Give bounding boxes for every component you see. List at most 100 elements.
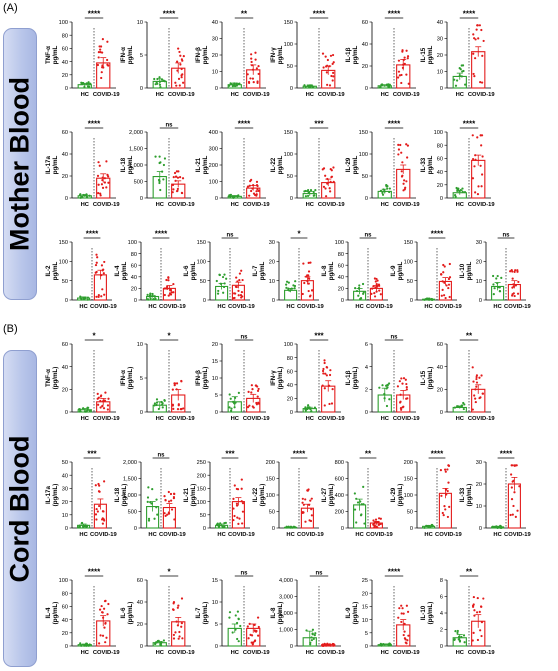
panel-cord-il9-point-covid [403,630,406,633]
panel-mother-il15-point-covid [482,39,485,43]
panel-mother-il2-tick-label: 150 [59,240,68,246]
panel-mother-il22-point-hc [309,189,313,192]
panel-cord-il18-point-covid [172,495,176,499]
panel-cord-ifn-point-hc [233,396,237,399]
panel-cord-tnf-point-hc [88,409,92,412]
panel-cord-il10-point-covid [472,595,475,599]
panel-mother-il17a-ylabel: IL-17a [45,156,52,174]
panel-mother-tnf-xlabel-covid: COVID-19 [93,92,121,98]
panel-mother-il21-tick-label: 400 [209,130,218,136]
panel-mother-il10-point-hc [491,274,495,278]
panel-cord-il33-point-covid [509,513,512,517]
panel-mother-tnf-point-hc [89,82,92,85]
panel-mother-tnf-point-covid [96,63,99,67]
panel-mother-il8-tick-label: 100 [335,240,344,246]
panel-mother-il21-point-covid [253,193,257,197]
panel-mother-ifn-point-hc [233,84,237,88]
panel-mother-tnf-xlabel-hc: HC [81,92,90,98]
panel-mother-il4-point-covid [169,289,173,292]
panel-cord-il10-tick-label: 6 [440,595,443,601]
panel-mother-il33-point-covid [477,185,480,188]
panel-mother-il9-sig-label: **** [431,230,444,239]
panel-mother-il4-point-hc [149,292,152,295]
panel-mother-il29-point-hc [381,193,385,196]
panel-mother-tnf-tick-label: 80 [62,33,68,39]
panel-cord-il8-point-hc [309,643,312,646]
panel-cord-il29-tick-label: 200 [404,460,413,466]
panel-mother-il21-point-covid [257,189,260,192]
panel-cord-il27-point-covid [374,518,378,521]
panel-cord-il33-point-covid [516,509,519,512]
panel-cord-ifn-point-hc [230,407,233,410]
panel-cord-il10-point-covid [473,614,476,617]
panel-cord-ifn-point-hc [157,407,160,411]
panel-mother-il4-point-covid [166,285,169,288]
panel-mother-il1-point-hc [387,83,390,86]
panel-mother-il2-point-hc [86,298,89,301]
panel-mother-il7-point-hc [293,284,297,288]
panel-mother-il2-point-covid [100,264,104,267]
panel-mother-il6-tick-label: 50 [200,279,206,285]
panel-cord-il29-point-covid [447,481,450,484]
panel-cord-il21-point-covid [235,504,239,507]
panel-cord-il33-point-covid [512,504,515,508]
panel-mother-il7-point-covid [306,280,309,283]
panel-cord-il1-point-hc [387,382,391,385]
panel-cord-il1-point-covid [404,378,407,381]
panel-cord-il4-point-covid [103,600,107,603]
panel-cord-il18-point-hc [147,519,151,522]
panel-cord-il8-point-covid [329,644,332,647]
panel-mother-il10-ylabel: IL-10 [459,263,466,278]
panel-mother-ifn-point-covid [182,81,185,84]
panel-mother-ifn-xlabel-covid: COVID-19 [318,92,346,98]
panel-cord-il8-point-hc [310,639,313,642]
panel-cord-tnf-point-covid [102,407,106,410]
panel-cord-il17a-point-covid [101,510,104,513]
panel-cord-il22-point-hc [291,526,294,529]
panel-mother-ifn-point-covid [246,73,249,76]
panel-mother-il6-point-hc [215,279,218,283]
panel-mother-il2-point-hc [82,298,85,301]
panel-mother-il8-sig-label: ns [364,233,372,239]
panel-cord-il22-point-hc [285,526,288,529]
panel-mother-il2-tick-label: 100 [59,260,68,266]
panel-mother-il18-point-hc [159,161,162,164]
panel-mother-il7-point-hc [290,287,293,290]
panel-cord-il1-point-covid [399,406,403,410]
panel-mother-il22-point-covid [329,180,332,183]
panel-cord-tnf-ylabel-unit: (pg/mL) [52,367,59,390]
panel-mother-ifn-ylabel: IFN-α [120,47,127,63]
panel-mother-il29-point-covid [406,156,409,159]
panel-mother-il21-point-hc [228,194,231,198]
panel-cord-il4-point-covid [102,616,105,619]
panel-cord-il4-point-covid [104,641,107,644]
panel-mother-il9-xlabel-covid: COVID-19 [435,304,463,310]
panel-cord-ifn-point-hc [230,409,233,412]
panel-mother-il1-point-covid [397,76,400,79]
panel-cord-il4-tick-label: 100 [59,578,68,584]
panel-cord-il7-xlabel-hc: HC [231,650,240,656]
panel-cord-il4-point-covid [101,634,105,637]
panel-mother-ifn-point-covid [326,64,329,67]
panel-mother-il10-point-hc [492,283,495,286]
panel-mother-il2-point-covid [95,261,98,264]
panel-mother-il18-point-covid [172,176,175,179]
panel-mother-ifn-point-hc [158,76,161,79]
panel-mother-il4-point-covid [170,291,173,294]
panel-mother-il15-point-hc [458,74,461,77]
panel-cord-il1-point-covid [400,408,403,411]
panel-mother-il18-tick-label: 1,500 [129,147,143,153]
panel-cord-il15-point-hc [457,405,460,408]
panel-cord-il10-tick-label: 4 [440,611,443,617]
panel-mother-il15-point-hc [459,68,462,71]
panel-mother-il17a-xlabel-covid: COVID-19 [93,202,121,208]
panel-mother-il1-point-covid [397,70,401,73]
panel-cord-ifn-point-hc [232,400,235,404]
panel-cord-il18-point-covid [172,492,176,495]
panel-cord-il17a-ylabel-unit: (pg/mL) [52,484,59,507]
panel-cord-il18-point-covid [164,514,167,517]
panel-cord-il10-tick-label: 2 [440,628,443,634]
panel-mother-il15-ylabel: IL-15 [420,47,427,62]
panel-mother-il7-point-hc [294,280,297,283]
